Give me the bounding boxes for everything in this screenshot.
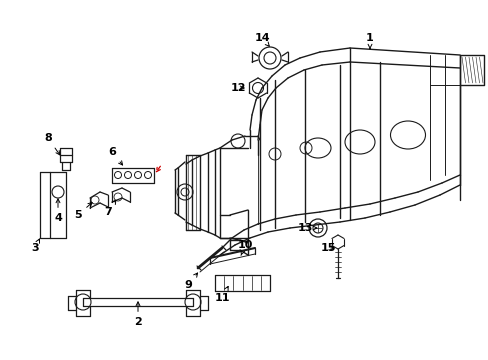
Text: 6: 6	[108, 147, 122, 165]
Text: 12: 12	[230, 83, 245, 93]
Text: 10: 10	[237, 240, 252, 255]
Text: 15: 15	[320, 243, 335, 253]
Text: 7: 7	[104, 200, 116, 217]
Text: 11: 11	[214, 287, 229, 303]
Text: 5: 5	[74, 203, 92, 220]
Text: 14: 14	[254, 33, 269, 46]
Text: 2: 2	[134, 302, 142, 327]
Text: 13: 13	[297, 223, 316, 233]
Text: 9: 9	[183, 273, 197, 290]
Text: 3: 3	[31, 239, 40, 253]
Text: 4: 4	[54, 199, 62, 223]
Text: 8: 8	[44, 133, 60, 155]
Text: 1: 1	[366, 33, 373, 49]
